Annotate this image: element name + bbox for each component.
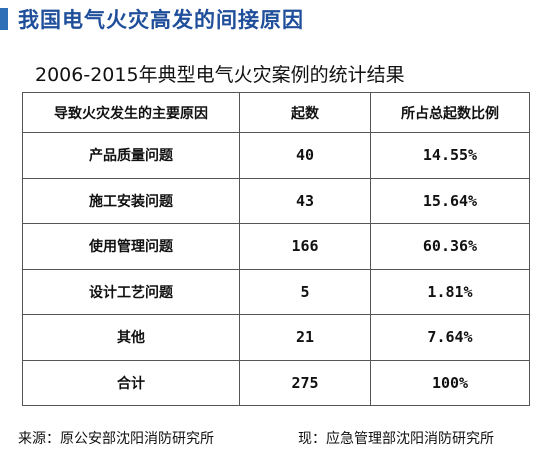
cell-percent: 7.64% — [370, 314, 530, 361]
cell-cause: 施工安装问题 — [22, 177, 240, 224]
cell-percent: 15.64% — [370, 177, 530, 224]
table-total-row: 合计 275 100% — [22, 359, 530, 406]
table-row: 其他 21 7.64% — [22, 314, 530, 361]
header-cause: 导致火灾发生的主要原因 — [22, 92, 240, 133]
cell-count: 43 — [239, 177, 371, 224]
cell-percent: 60.36% — [370, 223, 530, 270]
slide-title: 我国电气火灾高发的间接原因 — [0, 4, 304, 34]
cell-count: 21 — [239, 314, 371, 361]
table-row: 使用管理问题 166 60.36% — [22, 223, 530, 270]
footer-current: 现：应急管理部沈阳消防研究所 — [298, 431, 494, 447]
cell-cause: 合计 — [22, 359, 240, 406]
cell-count: 166 — [239, 223, 371, 270]
table-caption: 2006-2015年典型电气火灾案例的统计结果 — [35, 64, 405, 86]
cell-count: 275 — [239, 359, 371, 406]
table-row: 产品质量问题 40 14.55% — [22, 132, 530, 179]
cell-cause: 产品质量问题 — [22, 132, 240, 179]
cell-count: 40 — [239, 132, 371, 179]
header-percent: 所占总起数比例 — [370, 92, 530, 133]
cell-percent: 1.81% — [370, 268, 530, 315]
header-count: 起数 — [239, 92, 371, 133]
cell-count: 5 — [239, 268, 371, 315]
table-row: 设计工艺问题 5 1.81% — [22, 268, 530, 315]
cell-cause: 使用管理问题 — [22, 223, 240, 270]
statistics-table: 导致火灾发生的主要原因 起数 所占总起数比例 产品质量问题 40 14.55% … — [22, 92, 530, 406]
cell-percent: 100% — [370, 359, 530, 406]
footer-source: 来源：原公安部沈阳消防研究所 — [18, 431, 214, 447]
cell-percent: 14.55% — [370, 132, 530, 179]
table-row: 施工安装问题 43 15.64% — [22, 177, 530, 224]
cell-cause: 其他 — [22, 314, 240, 361]
table-header-row: 导致火灾发生的主要原因 起数 所占总起数比例 — [22, 92, 530, 133]
cell-cause: 设计工艺问题 — [22, 268, 240, 315]
